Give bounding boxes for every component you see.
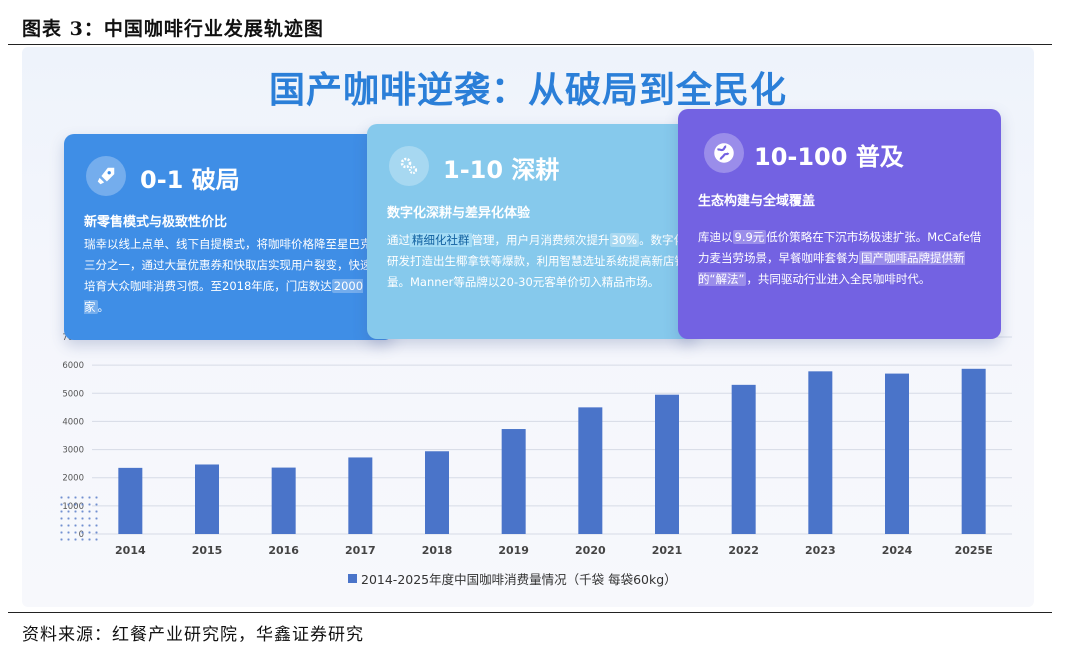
globe-icon xyxy=(704,133,744,173)
stage-subtitle: 新零售模式与极致性价比 xyxy=(84,215,228,230)
y-tick-label: 2000 xyxy=(62,474,84,484)
stage-description: 通过 精细化社群 管理，用户月消费频次提升 30% 。数字化研发打造出生椰拿铁等爆款，利… xyxy=(387,233,686,289)
legend-swatch xyxy=(348,574,357,583)
bar-2024 xyxy=(885,373,909,534)
source-note: 资料来源：红餐产业研究院，华鑫证券研究 xyxy=(22,625,364,645)
bar-2025E xyxy=(961,368,986,534)
highlight-price: 9.9元 xyxy=(732,230,767,244)
infographic-panel: 国产咖啡逆袭：从破局到全民化 0100020003000400050006000… xyxy=(22,47,1034,607)
y-tick-label: 5000 xyxy=(62,389,84,399)
stage-subtitle: 生态构建与全域覆盖 xyxy=(698,194,816,209)
x-tick-label: 2017 xyxy=(345,544,376,557)
x-tick-label: 2021 xyxy=(652,544,683,557)
legend-label: 2014-2025年度中国咖啡消费量情况（千袋 每袋60kg） xyxy=(361,572,677,587)
stage-title: 0-1 破局 xyxy=(140,166,240,194)
bar-2014 xyxy=(118,467,143,534)
y-tick-label: 6000 xyxy=(62,361,84,371)
stage-card-breakthrough: 0-1 破局 新零售模式与极致性价比 瑞幸以线上点单、线下自提模式，将咖啡价格降… xyxy=(64,134,394,340)
x-tick-label: 2025E xyxy=(955,544,993,557)
bar-2016 xyxy=(271,467,296,534)
stage-card-deepening: 1-10 深耕 数字化深耕与差异化体验 通过 精细化社群 管理，用户月消费频次提升 3… xyxy=(367,124,697,339)
stage-description: 库迪以 9.9元 低价策略在下沉市场极速扩张。McCafe借力麦当劳场景，早餐咖啡套… xyxy=(698,230,982,286)
stage-title: 1-10 深耕 xyxy=(443,156,560,184)
y-tick-label: 4000 xyxy=(62,417,84,427)
y-tick-label: 3000 xyxy=(62,446,84,456)
bar-2021 xyxy=(655,394,679,534)
x-tick-label: 2014 xyxy=(115,544,146,557)
panel-title: 国产咖啡逆袭：从破局到全民化 xyxy=(268,70,787,111)
rocket-icon xyxy=(86,156,126,196)
bar-2022 xyxy=(731,384,756,534)
bar-2019 xyxy=(501,429,526,534)
x-tick-label: 2018 xyxy=(422,544,453,557)
bar-2018 xyxy=(425,451,449,534)
stage-subtitle: 数字化深耕与差异化体验 xyxy=(387,206,531,221)
x-tick-label: 2024 xyxy=(882,544,913,557)
bar-2023 xyxy=(808,371,833,534)
stage-title: 10-100 普及 xyxy=(754,143,904,171)
bottom-rule xyxy=(8,612,1052,613)
highlight-community: 精细化社群 xyxy=(410,233,472,247)
bar-2017 xyxy=(348,457,373,534)
gears-icon xyxy=(389,146,429,186)
x-tick-label: 2019 xyxy=(498,544,529,557)
chart-legend: 2014-2025年度中国咖啡消费量情况（千袋 每袋60kg） xyxy=(348,569,677,588)
decorative-dot-pattern xyxy=(58,494,98,542)
highlight-frequency: 30% xyxy=(609,233,640,247)
x-tick-label: 2016 xyxy=(268,544,299,557)
x-tick-label: 2015 xyxy=(192,544,223,557)
x-tick-label: 2022 xyxy=(728,544,759,557)
bar-2020 xyxy=(578,407,603,534)
x-tick-label: 2020 xyxy=(575,544,606,557)
top-rule xyxy=(8,44,1052,45)
x-tick-label: 2023 xyxy=(805,544,836,557)
figure-title: 图表 3：中国咖啡行业发展轨迹图 xyxy=(22,18,324,40)
stage-description: 瑞幸以线上点单、线下自提模式，将咖啡价格降至星巴克三分之一，通过大量优惠券和快取… xyxy=(84,237,372,314)
bar-2015 xyxy=(195,464,219,534)
stage-card-popularization: 10-100 普及 生态构建与全域覆盖 库迪以 9.9元 低价策略在下沉市场极速扩张… xyxy=(678,109,1001,339)
